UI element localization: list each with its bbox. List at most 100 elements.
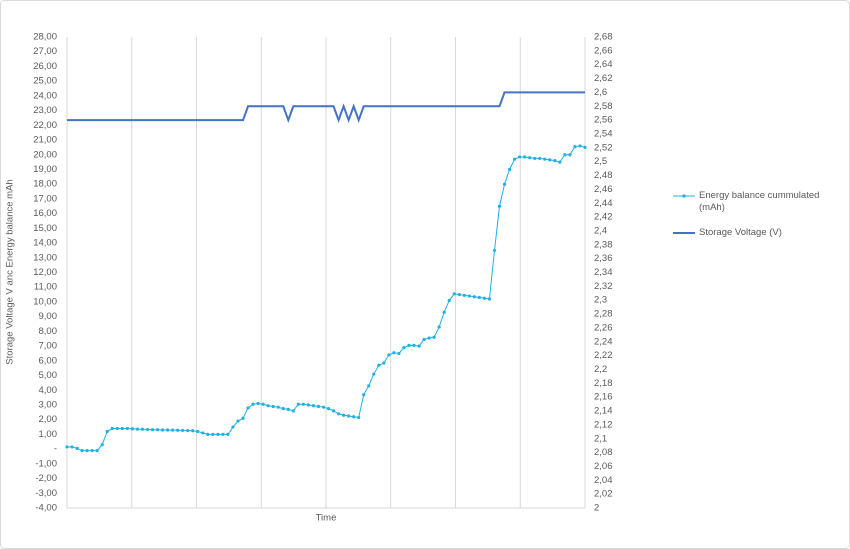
data-point [120, 426, 124, 431]
data-point [523, 155, 527, 159]
y-tick-label: 2,18 [594, 378, 613, 389]
y-tick-label: 2,02 [594, 489, 613, 500]
data-point [301, 402, 305, 406]
y-tick-label: 2,66 [594, 45, 613, 56]
data-point [176, 428, 180, 432]
y-tick-label: 2,28 [594, 309, 613, 320]
y-tick-label: 3,00 [39, 399, 58, 410]
data-point [85, 448, 89, 453]
legend [673, 194, 695, 234]
data-point [442, 310, 446, 314]
data-point [533, 156, 537, 161]
y-tick-label: 26,00 [33, 61, 57, 72]
legend-marker [682, 194, 686, 198]
series-line [67, 91, 585, 124]
data-point [80, 448, 84, 453]
data-point [95, 448, 99, 453]
y-tick-label: 2,24 [594, 336, 613, 347]
y-tick-label: 15,00 [33, 223, 57, 234]
y-tick-label: 2,00 [39, 414, 58, 425]
data-point [241, 416, 245, 420]
y-tick-label: 18,00 [33, 179, 57, 190]
y-tick-label: 2,58 [594, 101, 613, 112]
data-point [336, 412, 341, 416]
y-tick-label: 12,00 [33, 267, 57, 278]
data-point [201, 431, 205, 435]
y-tick-label: 2,56 [594, 115, 613, 126]
data-point [357, 415, 361, 420]
y-tick-label: 2,3 [594, 295, 607, 306]
y-tick-label: 2,14 [594, 406, 613, 417]
x-axis-title: Time [316, 513, 337, 524]
data-point [115, 426, 119, 431]
data-point [477, 295, 481, 300]
data-point [281, 407, 285, 411]
y-tick-label: 2,06 [594, 461, 613, 472]
y-tick-label: 2,4 [594, 225, 607, 236]
data-point [432, 335, 436, 339]
y-tick-label: 13,00 [33, 252, 57, 263]
y-tick-label: 2,04 [594, 475, 613, 486]
y-tick-label: 17,00 [33, 193, 57, 204]
data-point [387, 353, 391, 357]
data-point [160, 428, 165, 432]
y-tick-label: 2,42 [594, 212, 613, 223]
y-tick-label: -3,00 [35, 488, 57, 499]
data-point [352, 415, 356, 419]
data-point [206, 432, 210, 437]
data-point [382, 361, 386, 365]
y-axis-title: Storage Voltage V anc Energy balance mAh [5, 179, 16, 364]
data-point [276, 405, 280, 409]
data-point [221, 432, 225, 437]
y-tick-label: 2,46 [594, 184, 613, 195]
data-point [422, 337, 426, 342]
data-point [427, 336, 431, 340]
legend-label: Storage Voltage (V) [699, 227, 782, 238]
data-point [90, 448, 94, 453]
data-point [306, 403, 310, 407]
data-point [75, 446, 79, 450]
y-tick-label: 4,00 [39, 385, 58, 396]
y-tick-label: 2,44 [594, 198, 613, 209]
data-point [553, 159, 557, 163]
y-tick-label: 27,00 [33, 46, 57, 57]
data-point [246, 406, 250, 410]
data-point [412, 343, 416, 347]
y-tick-label: 2,38 [594, 239, 613, 250]
data-point [331, 409, 336, 413]
data-point [155, 428, 160, 432]
data-point [211, 432, 215, 437]
y-tick-label: 2,26 [594, 322, 613, 333]
y-tick-label: 1,00 [39, 429, 58, 440]
data-point [326, 407, 331, 411]
data-point [543, 157, 547, 161]
data-point [367, 384, 371, 388]
data-point [568, 153, 572, 157]
data-point [191, 429, 195, 433]
data-point [226, 432, 230, 437]
data-point [518, 155, 522, 159]
y-tick-label: 19,00 [33, 164, 57, 175]
y-tick-label: 2,22 [594, 350, 613, 361]
y-tick-label: 2,64 [594, 59, 613, 70]
legend-label: Energy balance cummulated (mAh) [699, 190, 820, 213]
data-point [392, 351, 396, 355]
data-point [437, 325, 441, 329]
data-point [573, 145, 577, 149]
y-tick-label: 2,16 [594, 392, 613, 403]
y-tick-label: 2,34 [594, 267, 613, 278]
data-point [487, 297, 492, 301]
y-tick-label: 28,00 [33, 32, 57, 43]
y-tick-label: 14,00 [33, 238, 57, 249]
y-tick-label: 2,6 [594, 87, 607, 98]
y-tick-label: 6,00 [39, 355, 58, 366]
data-point [256, 401, 260, 406]
data-point [125, 426, 129, 431]
data-point [512, 157, 517, 161]
y-tick-label: 10,00 [33, 296, 57, 307]
data-point [110, 426, 114, 431]
data-point [261, 402, 265, 406]
y-tick-label: 2,1 [594, 433, 607, 444]
